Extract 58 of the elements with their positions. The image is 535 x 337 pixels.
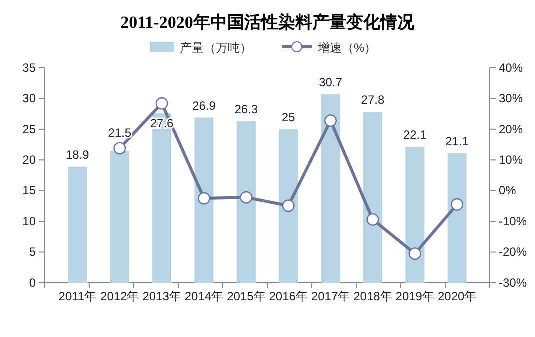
y2-tick-label: 0% [499, 184, 517, 198]
legend-label: 产量（万吨） [180, 41, 252, 55]
bar [321, 94, 340, 283]
y-tick-label: 25 [22, 122, 36, 136]
point [114, 142, 126, 155]
point [408, 248, 422, 260]
data-label: 27.6 [150, 116, 174, 130]
y2-tick-label: -10% [499, 214, 528, 228]
bar [279, 129, 298, 283]
data-label: 26.9 [192, 98, 216, 113]
data-label: 25 [282, 110, 296, 124]
bar [406, 147, 425, 283]
y-tick-label: 0 [29, 276, 36, 290]
x-tick-label: 2011年 [58, 289, 97, 304]
x-tick-label: 2015年 [227, 289, 266, 304]
y-tick-label: 30 [22, 92, 36, 106]
bar [236, 121, 256, 283]
y2-tick-label: 10% [499, 152, 524, 167]
y-tick-label: 20 [22, 152, 36, 167]
bar [68, 166, 88, 283]
bar [194, 118, 214, 283]
x-tick-label: 2020年 [438, 289, 477, 304]
y2-tick-label: 40% [499, 60, 524, 75]
data-label: 18.9 [66, 148, 90, 162]
data-label: 21.1 [446, 134, 470, 148]
bar [152, 113, 172, 283]
x-tick-label: 2019年 [396, 289, 434, 304]
y2-tick-label: 20% [499, 122, 524, 136]
point [156, 97, 168, 110]
y2-tick-label: 30% [499, 92, 524, 106]
data-label: 21.5 [108, 126, 132, 140]
data-label: 30.7 [319, 75, 343, 90]
y2-tick-label: -30% [499, 276, 528, 290]
legend-label: 增速（%） [317, 41, 377, 55]
point [451, 198, 464, 211]
y-tick-label: 5 [29, 245, 36, 260]
x-tick-label: 2012年 [100, 289, 140, 304]
point [198, 192, 210, 205]
y-tick-label: 10 [22, 214, 36, 228]
data-label: 27.8 [361, 93, 385, 108]
data-label: 26.3 [234, 102, 258, 116]
bar [363, 112, 382, 283]
point [282, 200, 295, 212]
y2-tick-label: -20% [499, 245, 528, 260]
point [240, 191, 253, 204]
chart-title: 2011-2020年中国活性染料产量变化情况 [120, 13, 416, 32]
point [366, 214, 380, 226]
bar [110, 150, 130, 283]
point [324, 114, 338, 128]
x-tick-label: 2016年 [269, 289, 308, 304]
x-tick-label: 2017年 [311, 289, 350, 304]
x-tick-label: 2013年 [142, 289, 182, 304]
x-tick-label: 2018年 [354, 289, 392, 304]
y-tick-label: 15 [22, 184, 36, 198]
data-label: 22.1 [403, 128, 428, 142]
x-tick-label: 2014年 [184, 289, 224, 304]
bar [448, 153, 467, 283]
y-tick-label: 35 [22, 60, 36, 75]
